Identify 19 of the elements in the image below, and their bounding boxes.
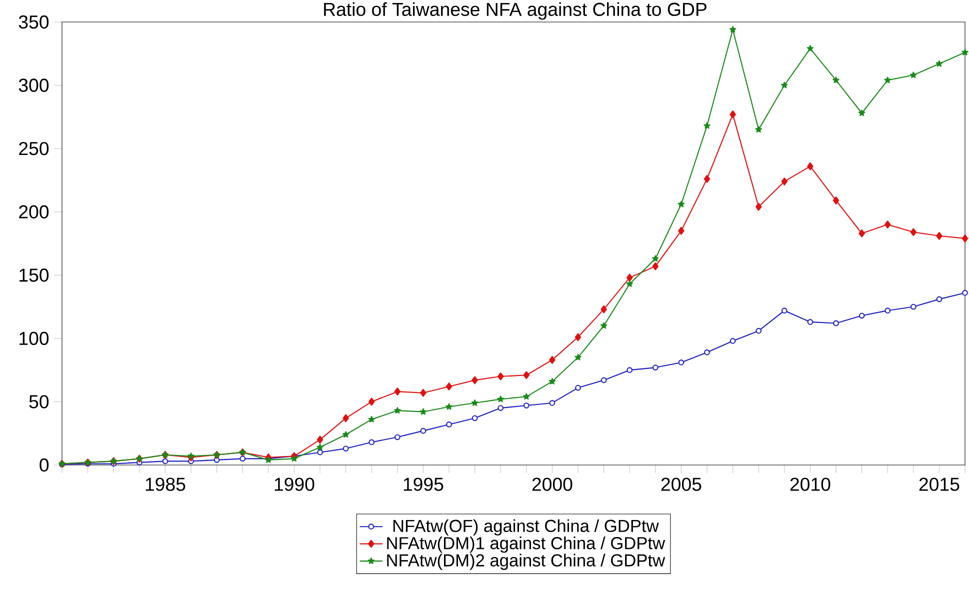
x-tick-label: 1985 (146, 478, 186, 491)
y-tick-label: 50 (29, 395, 49, 408)
y-tick-label: 350 (18, 15, 49, 29)
y-tick-label: 0 (40, 458, 49, 472)
x-tick-label: 1990 (274, 478, 314, 491)
y-tick-label: 100 (20, 332, 49, 346)
x-tick-label: 2010 (790, 478, 830, 491)
x-tick-label: 2000 (532, 478, 572, 491)
x-tick-label: 2015 (919, 478, 960, 491)
x-tick-label: 2005 (661, 478, 702, 491)
legend-label: NFAtw(OF) against China / GDPtw (393, 519, 659, 536)
y-tick-label: 300 (18, 78, 49, 92)
y-tick-label: 150 (20, 268, 49, 282)
x-tick-label: 1995 (404, 478, 444, 491)
y-tick-label: 250 (19, 142, 49, 156)
legend-label: NFAtw(DM)1 against China / GDPtw (387, 536, 666, 553)
y-tick-label: 200 (19, 205, 49, 218)
legend-label: NFAtw(DM)2 against China / GDPtw (387, 554, 666, 570)
chart-title: Ratio of Taiwanese NFA against China to GDP (324, 2, 706, 20)
